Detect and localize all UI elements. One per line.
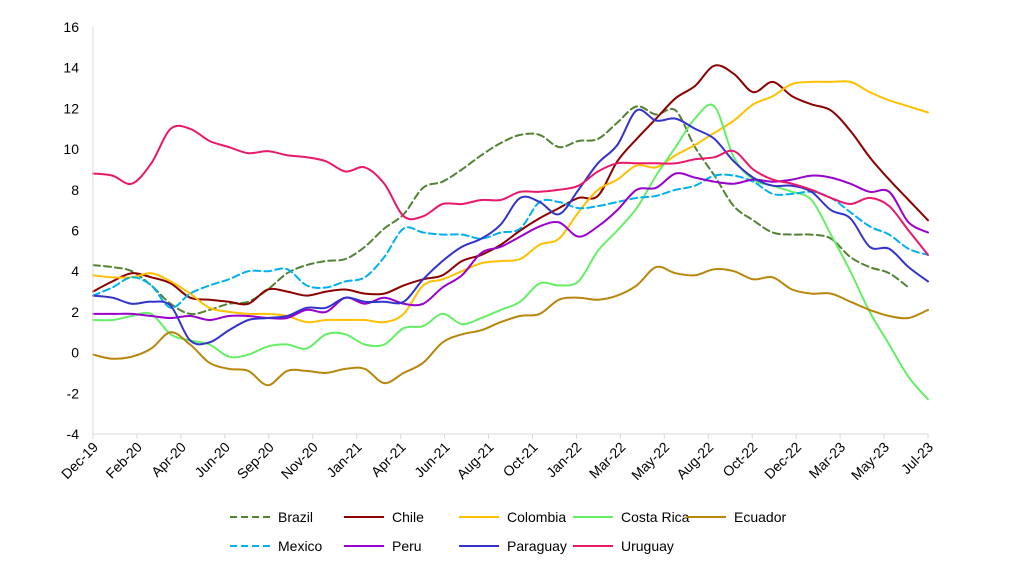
legend-label-costa-rica: Costa Rica	[621, 509, 690, 525]
x-tick-label: May-22	[628, 439, 672, 483]
y-tick-label: 2	[71, 304, 79, 320]
x-tick-label: Aug-21	[453, 439, 496, 482]
legend-label-peru: Peru	[392, 538, 422, 554]
legend-label-colombia: Colombia	[507, 509, 566, 525]
x-tick-label: Jun-20	[191, 439, 233, 481]
y-tick-label: -4	[67, 426, 80, 442]
y-tick-label: 4	[71, 263, 79, 279]
y-tick-label: 14	[63, 60, 79, 76]
x-tick-label: Apr-21	[368, 439, 409, 480]
x-tick-label: Mar-23	[806, 439, 849, 482]
x-tick-label: Mar-22	[586, 439, 629, 482]
x-tick-label: Oct-22	[719, 439, 760, 480]
series-line-chile	[92, 64, 929, 306]
legend-label-ecuador: Ecuador	[734, 509, 786, 525]
x-tick-label: Feb-20	[102, 439, 145, 482]
x-tick-label: Dec-22	[761, 439, 804, 482]
x-tick-label: Oct-21	[500, 439, 541, 480]
x-tick-label: Apr-20	[148, 439, 189, 480]
series-line-costa-rica	[92, 103, 929, 401]
series-line-colombia	[92, 80, 929, 324]
legend-label-brazil: Brazil	[278, 509, 313, 525]
legend-label-uruguay: Uruguay	[621, 538, 674, 554]
y-tick-label: 10	[63, 141, 79, 157]
x-tick-label: Nov-20	[278, 439, 321, 482]
axes	[92, 27, 928, 435]
x-tick-label: Jan-21	[323, 439, 365, 481]
legend: Brazil Chile Colombia Costa Rica Ecuador Mexi…	[230, 509, 786, 554]
legend-label-chile: Chile	[392, 509, 424, 525]
series-line-paraguay	[92, 108, 929, 346]
x-tick-label: Jan-22	[543, 439, 585, 481]
x-tick-label: May-23	[848, 439, 892, 483]
y-tick-label: 0	[71, 345, 79, 361]
x-axis-ticks: Dec-19 Feb-20 Apr-20 Jun-20 Sep-20 Nov-20 Jan-…	[58, 434, 936, 483]
legend-label-paraguay: Paraguay	[507, 538, 567, 554]
plot-lines	[92, 64, 929, 401]
x-tick-label: Jul-23	[898, 439, 936, 477]
series-line-mexico	[92, 173, 929, 309]
x-tick-label: Aug-22	[673, 439, 716, 482]
x-tick-label: Jun-21	[411, 439, 453, 481]
x-tick-label: Dec-19	[58, 439, 101, 482]
series-line-uruguay	[92, 124, 929, 256]
y-tick-label: 16	[63, 19, 79, 35]
y-tick-label: -2	[67, 385, 80, 401]
x-tick-label: Sep-20	[234, 439, 277, 482]
series-line-brazil	[92, 105, 910, 316]
series-line-ecuador	[92, 265, 929, 387]
y-tick-label: 6	[71, 223, 79, 239]
series-line-peru	[92, 172, 929, 321]
y-tick-label: 12	[63, 100, 79, 116]
legend-label-mexico: Mexico	[278, 538, 323, 554]
y-tick-label: 8	[71, 182, 79, 198]
y-axis-ticks: 16 14 12 10 8 6 4 2 0 -2 -4	[63, 19, 79, 442]
